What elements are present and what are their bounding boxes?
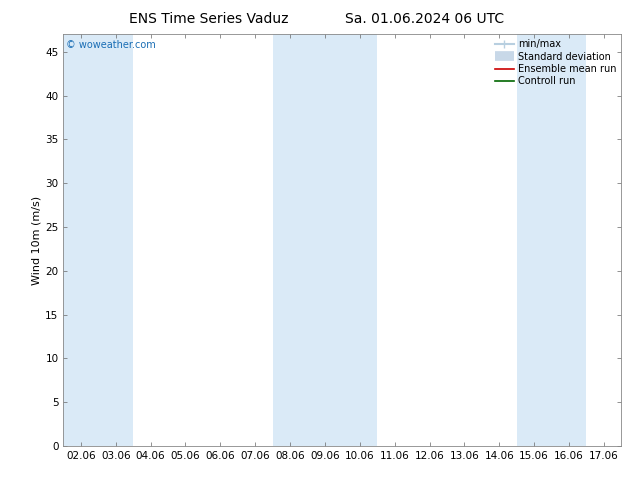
Text: ENS Time Series Vaduz: ENS Time Series Vaduz — [129, 12, 289, 26]
Bar — [307, 34, 342, 446]
Bar — [273, 34, 307, 446]
Bar — [517, 34, 552, 446]
Text: © woweather.com: © woweather.com — [66, 41, 156, 50]
Bar — [63, 34, 98, 446]
Bar — [98, 34, 133, 446]
Text: Sa. 01.06.2024 06 UTC: Sa. 01.06.2024 06 UTC — [346, 12, 504, 26]
Bar — [342, 34, 377, 446]
Y-axis label: Wind 10m (m/s): Wind 10m (m/s) — [31, 196, 41, 285]
Bar — [552, 34, 586, 446]
Legend: min/max, Standard deviation, Ensemble mean run, Controll run: min/max, Standard deviation, Ensemble me… — [492, 36, 619, 89]
